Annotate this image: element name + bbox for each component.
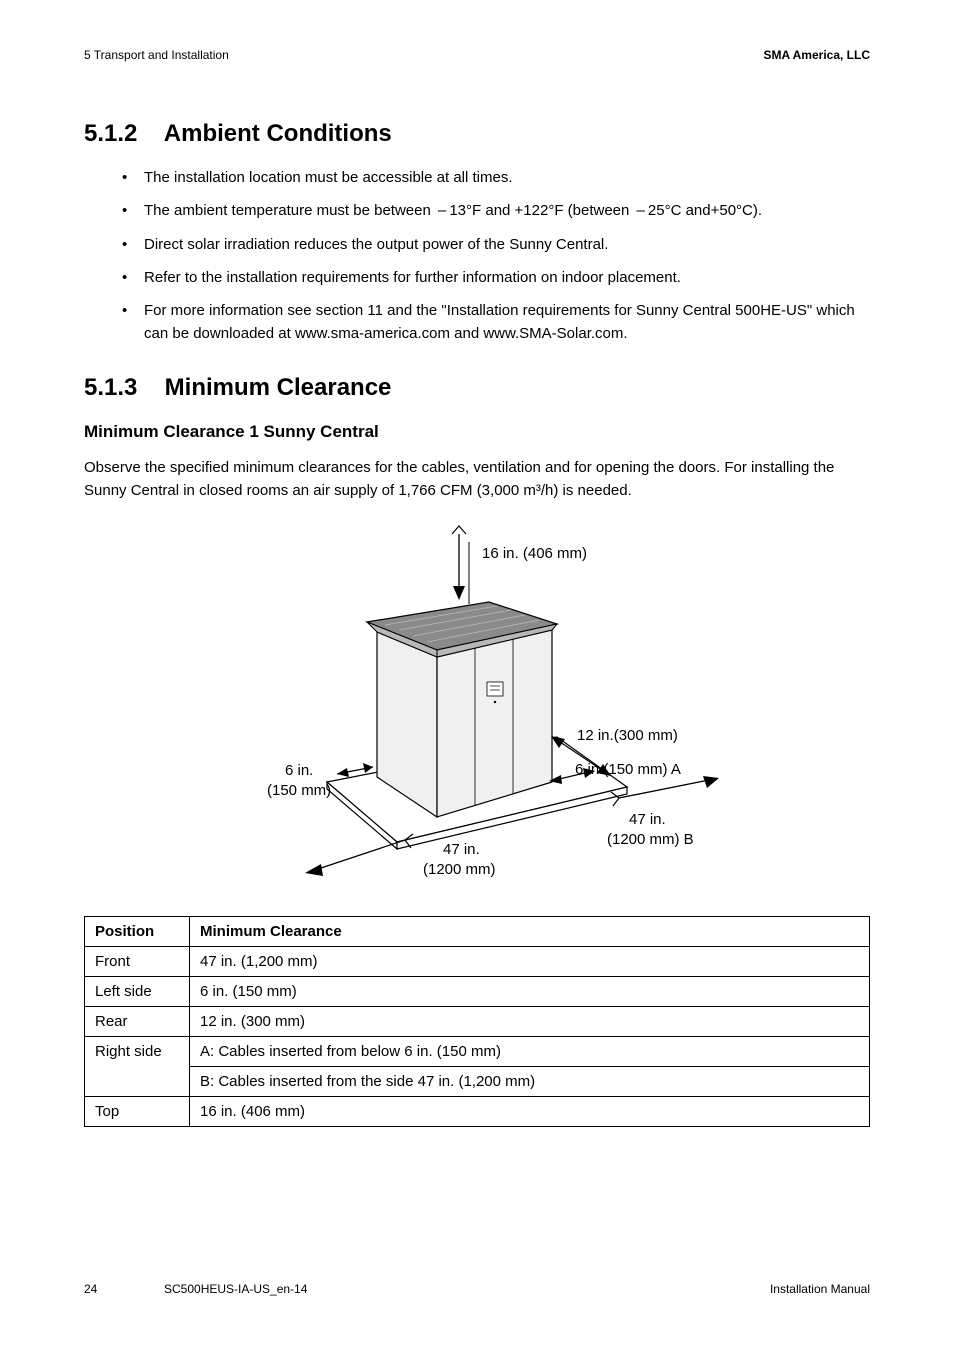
table-row: Left side 6 in. (150 mm) xyxy=(85,977,870,1007)
cell-clearance: 12 in. (300 mm) xyxy=(190,1007,870,1037)
table-header-row: Position Minimum Clearance xyxy=(85,917,870,947)
arrow-top xyxy=(452,526,469,604)
heading-512-title: Ambient Conditions xyxy=(164,120,392,147)
label-front-top: 47 in. xyxy=(443,841,480,858)
footer-docid: SC500HEUS-IA-US_en-14 xyxy=(164,1282,770,1296)
cell-position: Rear xyxy=(85,1007,190,1037)
footer-doctype: Installation Manual xyxy=(770,1282,870,1296)
heading-513-title: Minimum Clearance xyxy=(165,374,392,401)
label-left-top: 6 in. xyxy=(285,762,313,779)
label-right-b-bottom: (1200 mm) B xyxy=(607,831,694,848)
clearance-svg: 16 in. (406 mm) 6 in. (150 mm) 12 in.(30… xyxy=(197,522,757,892)
clearance-figure: 16 in. (406 mm) 6 in. (150 mm) 12 in.(30… xyxy=(84,522,870,892)
cell-position: Top xyxy=(85,1097,190,1127)
table-row: Front 47 in. (1,200 mm) xyxy=(85,947,870,977)
cell-position: Right side xyxy=(85,1037,190,1097)
table-row: Top 16 in. (406 mm) xyxy=(85,1097,870,1127)
table-row: Right side A: Cables inserted from below… xyxy=(85,1037,870,1067)
clearance-table: Position Minimum Clearance Front 47 in. … xyxy=(84,916,870,1127)
label-right-a: 6 in.(150 mm) A xyxy=(575,761,681,778)
heading-513-num: 5.1.3 xyxy=(84,374,158,402)
table-row: Rear 12 in. (300 mm) xyxy=(85,1007,870,1037)
bullet-item: Direct solar irradiation reduces the out… xyxy=(126,233,870,256)
heading-512: 5.1.2 Ambient Conditions xyxy=(84,120,870,148)
bullet-item: The installation location must be access… xyxy=(126,166,870,189)
th-clearance: Minimum Clearance xyxy=(190,917,870,947)
cell-clearance: B: Cables inserted from the side 47 in. … xyxy=(190,1067,870,1097)
th-position: Position xyxy=(85,917,190,947)
bullet-item: For more information see section 11 and … xyxy=(126,299,870,346)
table-row: B: Cables inserted from the side 47 in. … xyxy=(85,1067,870,1097)
bullet-item: Refer to the installation requirements f… xyxy=(126,266,870,289)
heading-513: 5.1.3 Minimum Clearance xyxy=(84,374,870,402)
paragraph-513: Observe the specified minimum clearances… xyxy=(84,456,870,503)
page: 5 Transport and Installation SMA America… xyxy=(0,0,954,1352)
bullets-512: The installation location must be access… xyxy=(84,166,870,346)
heading-512-num: 5.1.2 xyxy=(84,120,158,148)
cell-clearance: 47 in. (1,200 mm) xyxy=(190,947,870,977)
footer-page: 24 xyxy=(84,1282,164,1296)
cell-clearance: 16 in. (406 mm) xyxy=(190,1097,870,1127)
label-top: 16 in. (406 mm) xyxy=(482,545,587,562)
label-left-bottom: (150 mm) xyxy=(267,782,331,799)
label-right-b-top: 47 in. xyxy=(629,811,666,828)
display-panel-icon xyxy=(487,682,503,696)
label-rear: 12 in.(300 mm) xyxy=(577,727,678,744)
cell-clearance: A: Cables inserted from below 6 in. (150… xyxy=(190,1037,870,1067)
header-right: SMA America, LLC xyxy=(764,48,870,62)
cell-position: Left side xyxy=(85,977,190,1007)
cell-clearance: 6 in. (150 mm) xyxy=(190,977,870,1007)
bullet-item: The ambient temperature must be between … xyxy=(126,199,870,222)
label-front-bottom: (1200 mm) xyxy=(423,861,496,878)
page-header: 5 Transport and Installation SMA America… xyxy=(84,48,870,62)
subhead-513: Minimum Clearance 1 Sunny Central xyxy=(84,422,870,442)
page-footer: 24 SC500HEUS-IA-US_en-14 Installation Ma… xyxy=(84,1282,870,1296)
header-left: 5 Transport and Installation xyxy=(84,48,229,62)
cell-position: Front xyxy=(85,947,190,977)
